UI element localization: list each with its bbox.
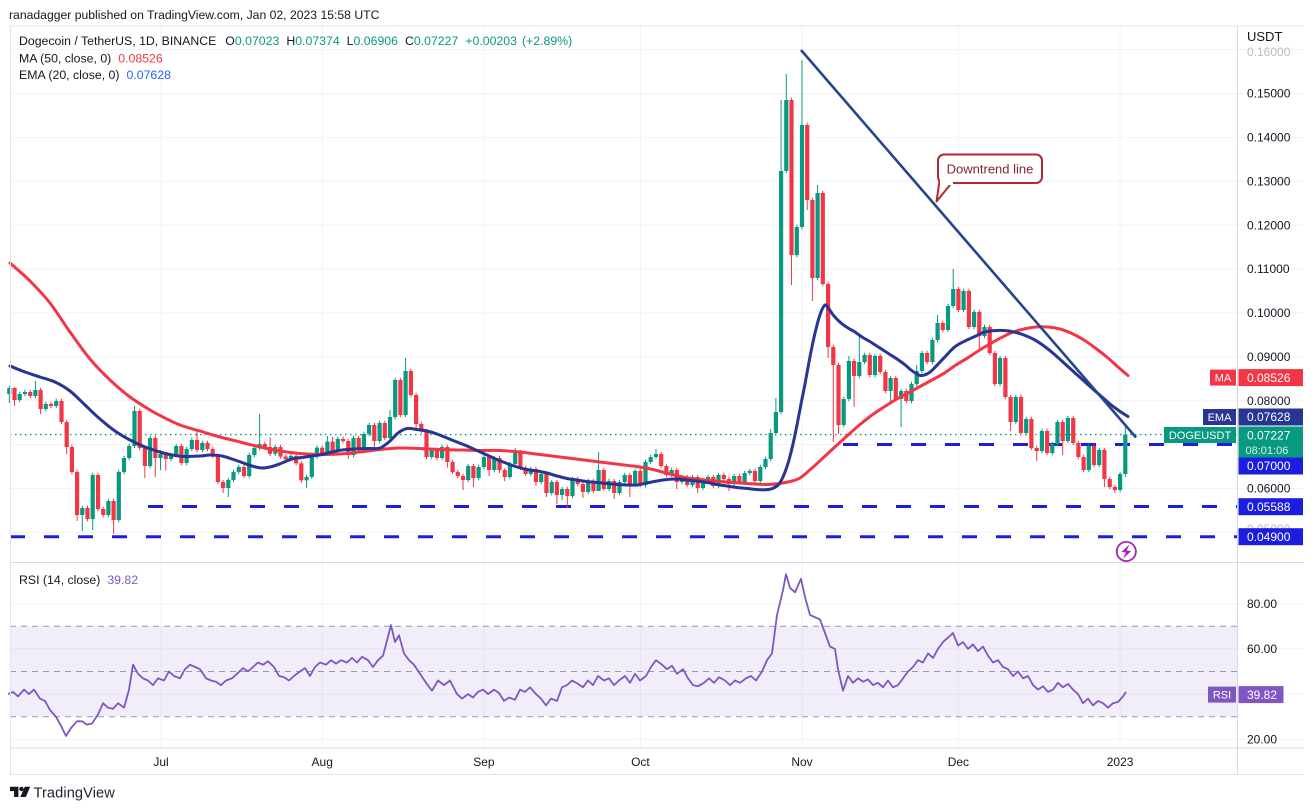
svg-text:TradingView: TradingView	[34, 786, 116, 802]
svg-text:0.08526: 0.08526	[1247, 371, 1291, 385]
svg-text:Dogecoin / TetherUS, 1D, BINAN: Dogecoin / TetherUS, 1D, BINANCE O0.07023…	[19, 34, 572, 48]
svg-text:0.12000: 0.12000	[1247, 218, 1291, 232]
svg-text:Nov: Nov	[791, 755, 812, 769]
svg-text:Sep: Sep	[473, 755, 495, 769]
svg-text:0.06000: 0.06000	[1247, 482, 1291, 496]
svg-text:RSI: RSI	[1213, 689, 1231, 701]
svg-text:EMA: EMA	[1208, 412, 1233, 424]
svg-text:39.82: 39.82	[1247, 688, 1277, 702]
svg-text:08:01:06: 08:01:06	[1246, 445, 1289, 457]
svg-text:0.15000: 0.15000	[1247, 87, 1291, 101]
svg-text:20.00: 20.00	[1247, 733, 1277, 747]
svg-text:Oct: Oct	[631, 755, 650, 769]
svg-text:0.07628: 0.07628	[1247, 410, 1291, 424]
svg-text:0.14000: 0.14000	[1247, 131, 1291, 145]
svg-text:Jul: Jul	[153, 755, 168, 769]
svg-text:USDT: USDT	[1247, 29, 1282, 44]
svg-text:ranadagger published on Tradin: ranadagger published on TradingView.com,…	[9, 8, 380, 22]
svg-text:0.16000: 0.16000	[1247, 45, 1291, 59]
svg-text:RSI (14, close)39.82: RSI (14, close) 39.82	[19, 573, 138, 587]
svg-text:0.11000: 0.11000	[1247, 262, 1290, 276]
svg-text:Dec: Dec	[948, 755, 969, 769]
svg-text:Downtrend line: Downtrend line	[947, 162, 1034, 177]
svg-text:0.05588: 0.05588	[1247, 500, 1291, 514]
svg-text:MA (50, close, 0)0.08526: MA (50, close, 0) 0.08526	[19, 52, 163, 66]
svg-text:0.04900: 0.04900	[1247, 530, 1291, 544]
svg-text:Aug: Aug	[312, 755, 333, 769]
svg-text:0.10000: 0.10000	[1247, 306, 1291, 320]
svg-text:MA: MA	[1215, 372, 1232, 384]
svg-text:EMA (20, close, 0)0.07628: EMA (20, close, 0) 0.07628	[19, 68, 171, 82]
svg-text:0.13000: 0.13000	[1247, 174, 1291, 188]
svg-text:2023: 2023	[1107, 755, 1134, 769]
svg-text:80.00: 80.00	[1247, 597, 1277, 611]
svg-text:60.00: 60.00	[1247, 642, 1277, 656]
svg-text:0.08000: 0.08000	[1247, 394, 1291, 408]
svg-text:DOGEUSDT: DOGEUSDT	[1169, 430, 1232, 442]
svg-text:0.09000: 0.09000	[1247, 350, 1291, 364]
svg-text:0.07227: 0.07227	[1247, 429, 1291, 443]
svg-text:0.07000: 0.07000	[1247, 459, 1291, 473]
